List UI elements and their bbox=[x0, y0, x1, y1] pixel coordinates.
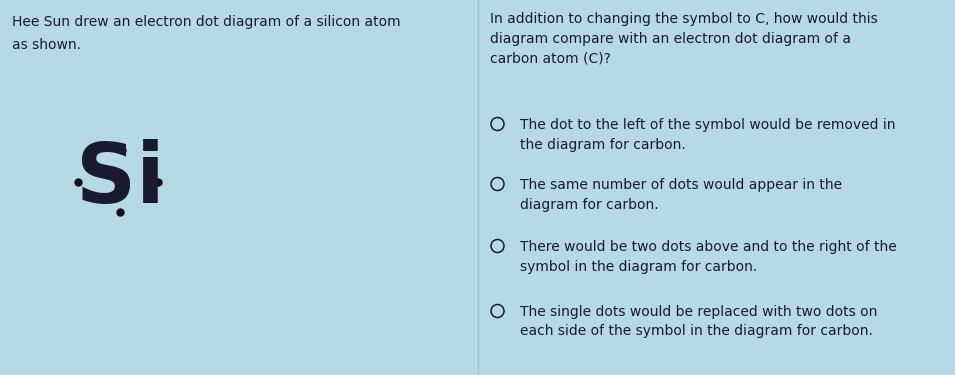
Text: as shown.: as shown. bbox=[12, 38, 81, 52]
Text: The same number of dots would appear in the
diagram for carbon.: The same number of dots would appear in … bbox=[520, 178, 841, 212]
Text: The dot to the left of the symbol would be removed in
the diagram for carbon.: The dot to the left of the symbol would … bbox=[520, 118, 895, 152]
Text: There would be two dots above and to the right of the
symbol in the diagram for : There would be two dots above and to the… bbox=[520, 240, 896, 273]
Text: In addition to changing the symbol to C, how would this
diagram compare with an : In addition to changing the symbol to C,… bbox=[490, 12, 878, 65]
Text: Hee Sun drew an electron dot diagram of a silicon atom: Hee Sun drew an electron dot diagram of … bbox=[12, 15, 401, 29]
Text: Si: Si bbox=[75, 140, 164, 220]
Text: The single dots would be replaced with two dots on
each side of the symbol in th: The single dots would be replaced with t… bbox=[520, 305, 877, 339]
